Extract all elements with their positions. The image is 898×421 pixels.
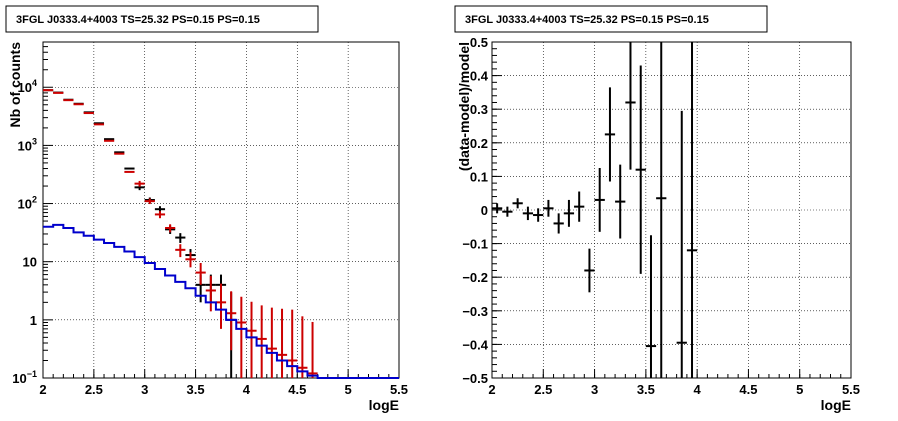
- right-x-tick-label: 2.5: [534, 382, 552, 397]
- left-y-tick-label: 10: [23, 255, 37, 270]
- data-point: [246, 301, 257, 378]
- left-y-tick-label: 104: [18, 78, 37, 95]
- left-y-tick-label: 102: [18, 195, 37, 212]
- residual-point: [533, 208, 544, 222]
- right-panel: 3FGL J0333.4+4003 TS=25.32 PS=0.15 PS=0.…: [454, 5, 860, 413]
- right-y-tick-label: 0.1: [470, 169, 488, 184]
- data-point: [175, 233, 186, 243]
- left-x-tick-label: 4.5: [288, 382, 306, 397]
- right-y-tick-label: −0.4: [462, 337, 488, 352]
- data-point: [195, 262, 206, 285]
- left-data-marks: [43, 89, 399, 379]
- left-y-tick-label: 1: [30, 313, 37, 328]
- data-point: [175, 244, 186, 258]
- right-x-tick-label: 4: [694, 382, 702, 397]
- left-x-tick-label: 4: [243, 382, 251, 397]
- right-x-tick-label: 5: [796, 382, 803, 397]
- left-title: 3FGL J0333.4+4003 TS=25.32 PS=0.15 PS=0.…: [16, 14, 260, 26]
- left-x-tick-label: 2.5: [85, 382, 103, 397]
- residual-point: [594, 168, 605, 232]
- right-y-tick-label: 0.3: [470, 102, 488, 117]
- right-x-axis-label: logE: [821, 397, 851, 413]
- data-point: [215, 283, 227, 329]
- residual-point: [635, 65, 646, 274]
- residual-point: [553, 213, 564, 234]
- data-point: [307, 321, 318, 378]
- residual-point: [645, 235, 657, 378]
- data-point: [276, 308, 288, 378]
- right-y-tick-label: 0: [481, 203, 488, 218]
- model-histogram-line: [43, 223, 399, 379]
- residual-point: [522, 206, 534, 221]
- left-x-tick-label: 3.5: [187, 382, 205, 397]
- right-data-marks: [492, 42, 698, 378]
- right-title: 3FGL J0333.4+4003 TS=25.32 PS=0.15 PS=0.…: [465, 14, 709, 26]
- right-x-tick-label: 3: [591, 382, 598, 397]
- right-y-tick-label: −0.3: [462, 304, 488, 319]
- right-x-tick-label: 2: [488, 382, 495, 397]
- right-axis-ticks: 2 2.5 3 3.5 4 4.5 5 5.5 −0.5 −0.4 −0.3 −0.2 −0.1 0 0.1…: [462, 35, 860, 397]
- right-x-tick-label: 5.5: [842, 382, 860, 397]
- residual-point: [584, 248, 595, 293]
- right-y-tick-label: 0.5: [470, 35, 488, 50]
- left-y-axis-label: Nb of counts: [7, 42, 23, 128]
- data-point: [134, 180, 145, 187]
- left-y-tick-label: 10−1: [12, 369, 37, 386]
- data-point: [154, 211, 166, 219]
- right-y-tick-label: −0.1: [462, 237, 488, 252]
- right-title-box: [454, 5, 768, 33]
- data-point: [165, 224, 176, 233]
- right-x-tick-label: 3.5: [637, 382, 655, 397]
- residual-point: [563, 199, 575, 227]
- right-y-tick-label: 0.2: [470, 136, 488, 151]
- data-point: [297, 316, 308, 378]
- left-plot-frame: [42, 41, 400, 379]
- left-x-tick-label: 5.5: [390, 382, 408, 397]
- data-point: [185, 252, 196, 268]
- left-x-tick-label: 5: [345, 382, 352, 397]
- residual-point: [543, 199, 554, 217]
- data-point: [256, 305, 267, 378]
- right-grid: [492, 42, 851, 378]
- left-x-tick-label: 3: [141, 382, 148, 397]
- right-x-tick-label: 4.5: [739, 382, 757, 397]
- right-y-tick-label: −0.2: [462, 270, 488, 285]
- left-title-box: [5, 5, 319, 33]
- left-x-axis-label: logE: [369, 397, 399, 413]
- right-y-tick-label: 0.4: [470, 69, 489, 84]
- right-y-tick-label: −0.5: [462, 371, 488, 386]
- data-point: [266, 307, 277, 378]
- residual-point: [676, 110, 687, 378]
- residual-point: [625, 42, 636, 170]
- residual-point: [492, 203, 503, 214]
- data-point: [205, 275, 216, 312]
- residual-point: [686, 42, 698, 378]
- data-point: [236, 296, 247, 378]
- left-y-tick-label: 103: [18, 136, 37, 153]
- residual-point: [512, 198, 523, 209]
- right-y-axis-label: (data-model)/model: [456, 42, 472, 171]
- residual-point: [604, 87, 616, 182]
- left-panel: 3FGL J0333.4+4003 TS=25.32 PS=0.15 PS=0.…: [5, 5, 408, 413]
- residual-point: [615, 164, 626, 239]
- right-plot-frame: [491, 41, 852, 379]
- data-point: [144, 198, 155, 205]
- residual-point: [656, 42, 667, 378]
- residual-point: [574, 191, 585, 222]
- residual-point: [502, 206, 513, 217]
- left-x-tick-label: 2: [39, 382, 46, 397]
- left-axis-ticks: 2 2.5 3 3.5 4 4.5 5 5.5 10−1 1 10 102 103 104: [12, 41, 408, 397]
